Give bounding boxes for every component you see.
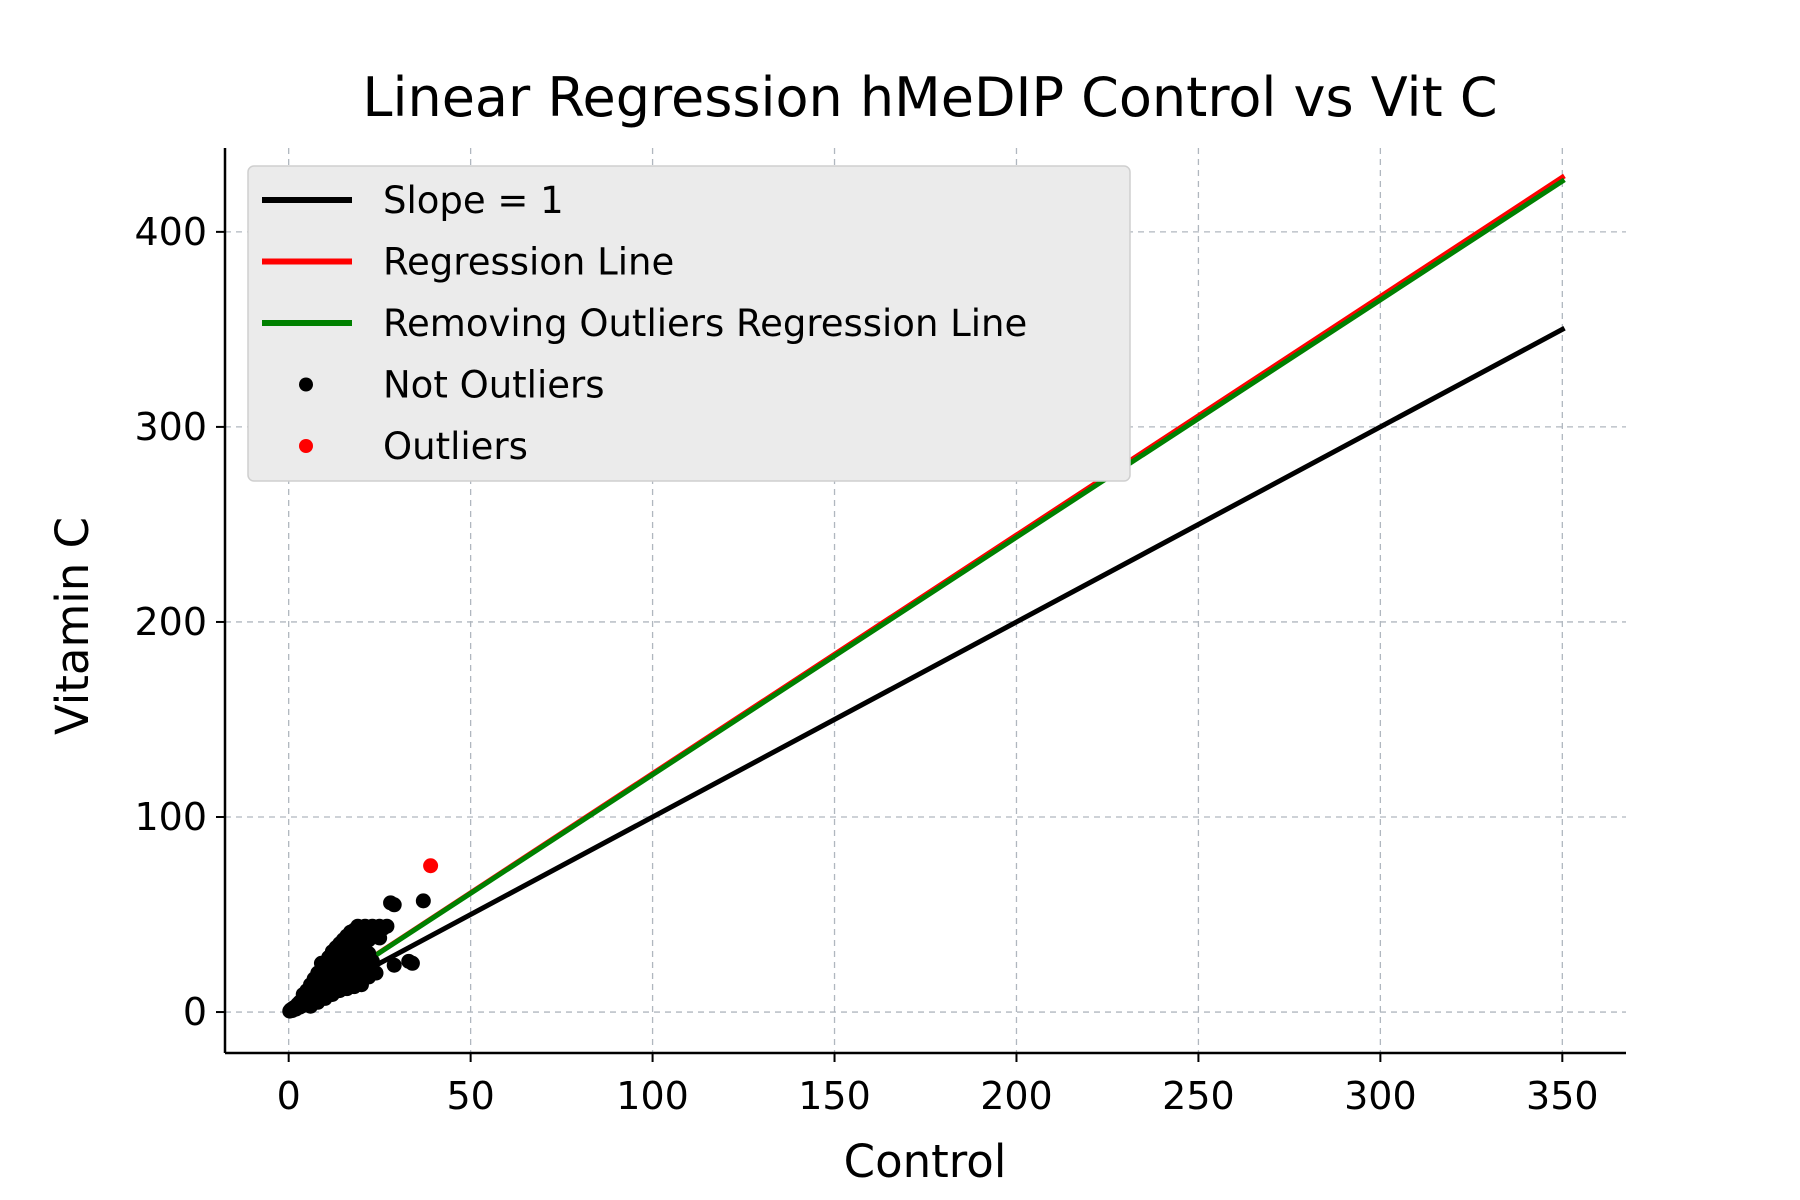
data-point (386, 897, 402, 913)
y-tick-label: 400 (134, 210, 207, 254)
data-point (372, 930, 388, 946)
data-point (350, 918, 366, 934)
y-tick-label: 200 (134, 600, 207, 644)
tick-labels: 0 50 100 150 200 250 300 350 0 100 200 300 400 (134, 210, 1598, 1118)
x-tick-label: 0 (277, 1074, 301, 1118)
y-axis-label: Vitamin C (46, 517, 99, 735)
data-point (415, 893, 431, 909)
legend-label: Not Outliers (383, 364, 604, 407)
scatter-points (282, 858, 439, 1019)
x-tick-label: 350 (1526, 1074, 1599, 1118)
series-line-2 (285, 177, 1566, 1016)
x-tick-label: 250 (1162, 1074, 1235, 1118)
x-tick-label: 200 (980, 1074, 1053, 1118)
legend-label: Removing Outliers Regression Line (383, 302, 1027, 345)
data-point (368, 965, 384, 981)
x-tick-label: 300 (1344, 1074, 1417, 1118)
data-point (295, 986, 311, 1002)
axes (216, 148, 1626, 1062)
series-line-0 (285, 326, 1566, 1016)
data-point (404, 955, 420, 971)
legend-box (247, 165, 1131, 482)
legend: Slope = 1 Regression Line Removing Outlier… (247, 165, 1131, 482)
y-tick-label: 300 (134, 405, 207, 449)
regression-lines (285, 173, 1566, 1016)
legend-label: Slope = 1 (383, 179, 564, 222)
outlier-point (423, 858, 439, 874)
y-tick-label: 100 (134, 795, 207, 839)
x-tick-label: 100 (616, 1074, 689, 1118)
data-point (310, 994, 326, 1010)
legend-swatch-marker (299, 439, 313, 453)
x-tick-label: 150 (798, 1074, 871, 1118)
x-axis-label: Control (844, 1135, 1007, 1188)
data-point (346, 946, 362, 962)
chart-title: Linear Regression hMeDIP Control vs Vit … (362, 66, 1497, 129)
legend-label: Outliers (383, 425, 528, 468)
data-point (386, 957, 402, 973)
legend-label: Regression Line (383, 241, 674, 284)
data-point (364, 953, 380, 969)
data-point (379, 918, 395, 934)
y-tick-label: 0 (183, 990, 207, 1034)
legend-swatch-marker (299, 377, 313, 392)
x-tick-label: 50 (446, 1074, 494, 1118)
